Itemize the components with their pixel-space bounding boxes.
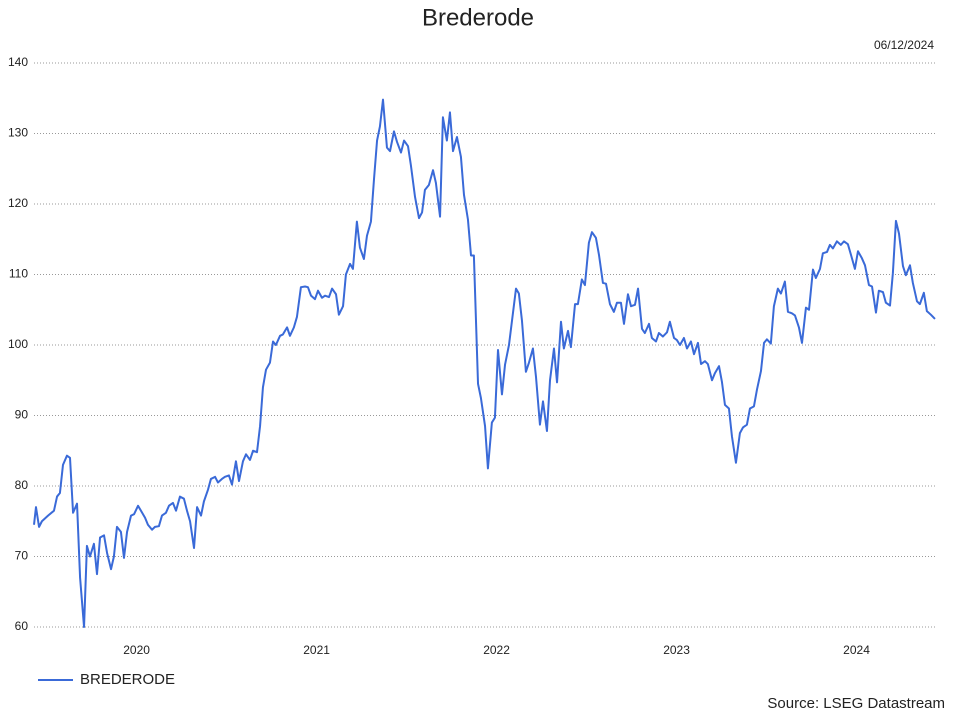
chart-title: Brederode [422, 4, 534, 31]
x-tick-label: 2022 [483, 643, 510, 657]
x-tick-label: 2024 [843, 643, 870, 657]
y-tick-label: 90 [15, 408, 29, 422]
data-line [33, 98, 936, 628]
x-tick-label: 2023 [663, 643, 690, 657]
y-tick-label: 120 [8, 196, 28, 210]
legend-label: BREDERODE [80, 671, 175, 688]
chart-date: 06/12/2024 [874, 38, 934, 52]
y-tick-label: 110 [9, 267, 28, 281]
x-tick-label: 2020 [123, 643, 150, 657]
y-tick-label: 130 [8, 126, 28, 140]
y-tick-label: 60 [15, 619, 29, 633]
y-tick-label: 140 [8, 55, 28, 69]
y-tick-label: 80 [15, 478, 29, 492]
source-note: Source: LSEG Datastream [767, 695, 945, 712]
x-tick-label: 2021 [303, 643, 330, 657]
y-tick-label: 100 [8, 337, 28, 351]
y-tick-label: 70 [15, 549, 29, 563]
